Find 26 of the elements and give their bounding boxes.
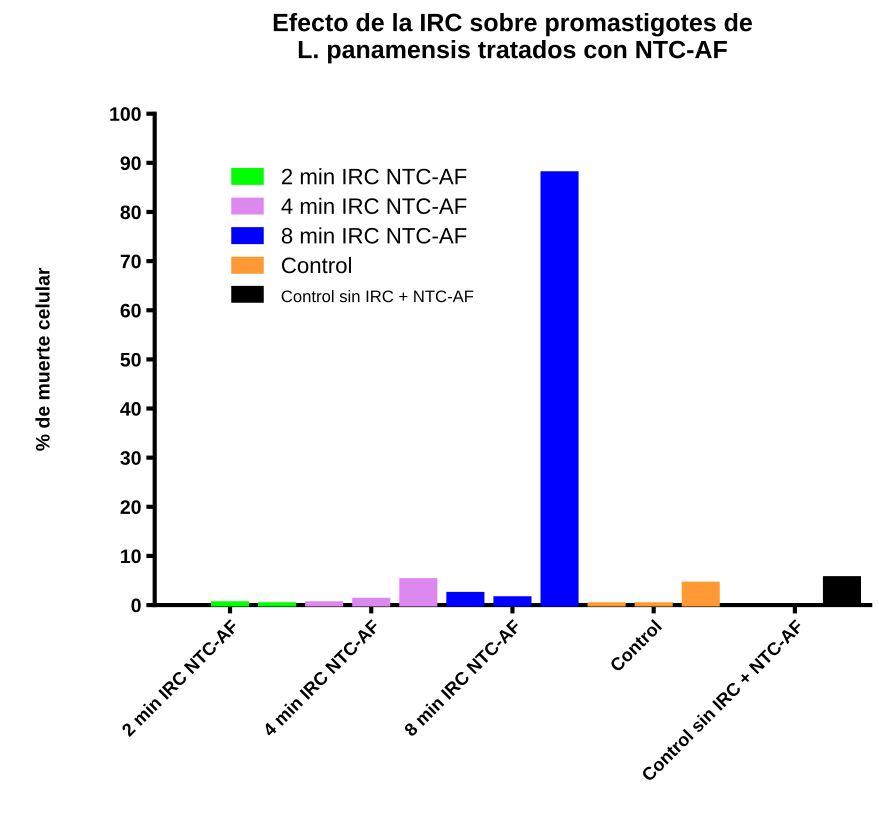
- legend-label: Control: [282, 256, 351, 274]
- y-tick-label: 20: [120, 500, 141, 514]
- legend-label: 4 min IRC NTC-AF: [281, 198, 466, 214]
- y-tick-label: 30: [120, 451, 141, 465]
- chart-title: Efecto de la IRC sobre promastigotes de L. panamensis tratados con NTC-AF: [274, 13, 752, 64]
- bar: [352, 598, 390, 606]
- y-tick-label: 60: [120, 304, 141, 318]
- y-tick-label: 40: [120, 402, 141, 416]
- bar: [493, 596, 532, 606]
- y-tick-label: 50: [120, 352, 141, 367]
- y-tick-label: 80: [120, 205, 141, 220]
- y-tick-label: 10: [121, 549, 141, 564]
- legend-label: Control sin IRC + NTC-AF: [282, 290, 474, 302]
- bar: [210, 601, 250, 606]
- y-tick-label: 0: [131, 598, 141, 612]
- legend-label: 8 min IRC NTC-AF: [282, 227, 466, 244]
- legend-label: 2 min IRC NTC-AF: [282, 168, 466, 184]
- bar: [399, 578, 438, 606]
- y-tick-label: 100: [110, 107, 141, 121]
- y-tick-label: 90: [120, 156, 141, 170]
- bar: [682, 582, 720, 606]
- bar: [446, 592, 484, 606]
- y-axis-title: % de muerte celular: [35, 268, 50, 451]
- bar: [305, 601, 344, 606]
- y-tick-label: 70: [120, 254, 141, 268]
- bar: [540, 171, 579, 606]
